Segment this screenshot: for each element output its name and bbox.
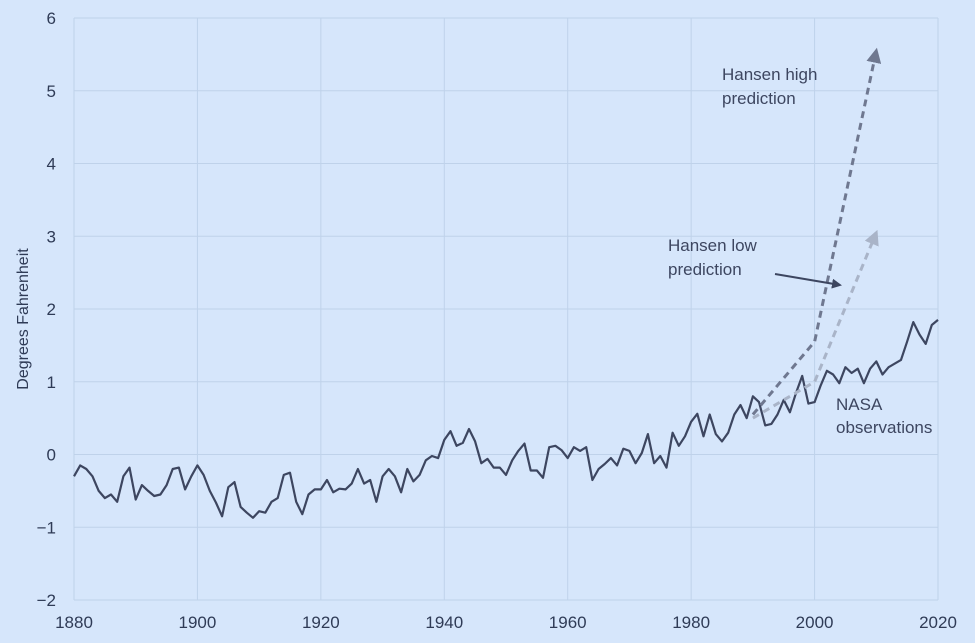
low-prediction-label-line-2: prediction — [668, 260, 742, 279]
x-tick-label-2000: 2000 — [796, 613, 834, 632]
high-prediction-label-line-2: prediction — [722, 89, 796, 108]
y-tick-label-6: 6 — [47, 9, 56, 28]
grid-layer — [73, 17, 939, 601]
x-tick-label-1900: 1900 — [179, 613, 217, 632]
hansen-high-prediction-line — [751, 47, 882, 416]
y-tick-label-2: 2 — [47, 300, 56, 319]
low-prediction-label-line-1: Hansen low — [668, 236, 758, 255]
y-tick-label-4: 4 — [47, 155, 56, 174]
nasa-observations-label-line-1: NASA — [836, 395, 883, 414]
axis-layer: 1880 1900 1920 1940 1960 1980 2000 2020 −2 −1 0 1 2 3… — [15, 9, 957, 632]
nasa-observations-label-line-2: observations — [836, 418, 932, 437]
y-tick-label-5: 5 — [47, 82, 56, 101]
x-tick-label-1880: 1880 — [55, 613, 93, 632]
y-tick-label--1: −1 — [37, 518, 56, 537]
x-tick-label-1960: 1960 — [549, 613, 587, 632]
y-tick-label-3: 3 — [47, 227, 56, 246]
y-axis-title: Degrees Fahrenheit — [15, 248, 32, 390]
x-tick-label-1940: 1940 — [425, 613, 463, 632]
series-layer — [73, 47, 939, 519]
y-tick-label-0: 0 — [47, 446, 56, 465]
low-prediction-pointer-arrow — [774, 273, 842, 289]
y-tick-label--2: −2 — [37, 591, 56, 610]
nasa-observations-line — [73, 319, 939, 519]
annotation-layer: Hansen high prediction Hansen low predic… — [668, 65, 932, 437]
x-tick-label-1980: 1980 — [672, 613, 710, 632]
x-tick-label-1920: 1920 — [302, 613, 340, 632]
y-tick-label-1: 1 — [47, 373, 56, 392]
high-prediction-label-line-1: Hansen high — [722, 65, 817, 84]
x-tick-label-2020: 2020 — [919, 613, 957, 632]
